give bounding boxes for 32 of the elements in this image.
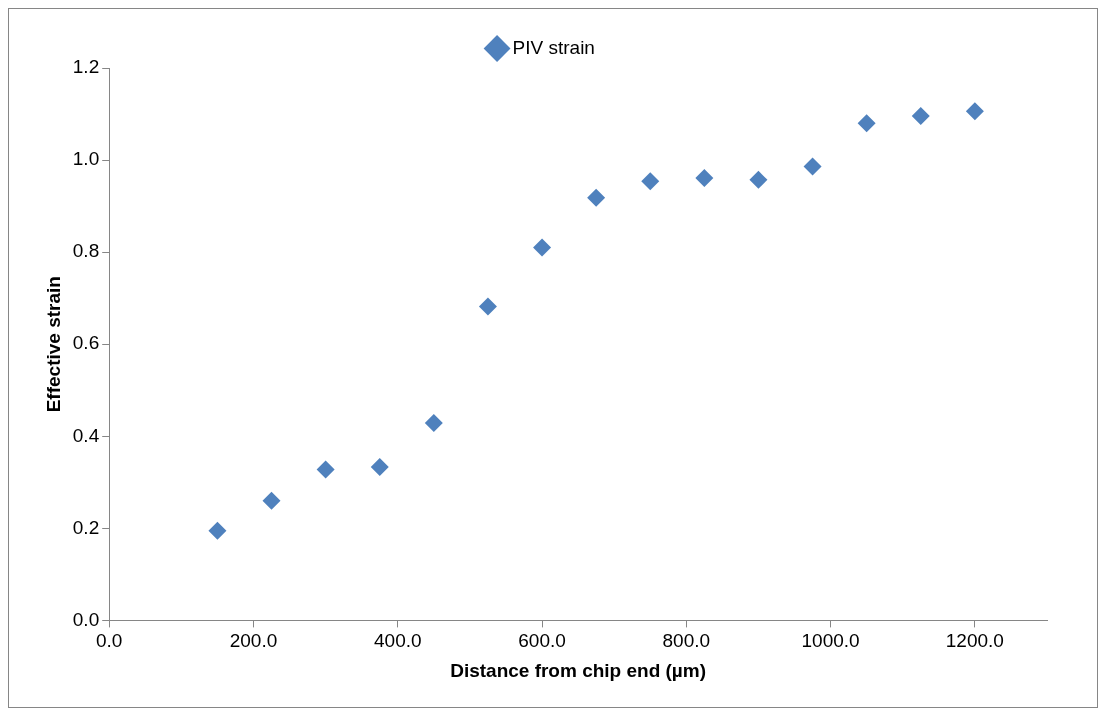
point <box>370 458 389 477</box>
y-tick-label: 1.2 <box>72 56 100 78</box>
x-tick-label: 400.0 <box>373 630 422 652</box>
x-tick-label: 800.0 <box>662 630 711 652</box>
point <box>641 172 660 191</box>
point <box>857 114 876 133</box>
point <box>208 521 227 540</box>
y-tick-label: 0.4 <box>72 424 100 446</box>
point <box>803 157 822 176</box>
point <box>533 238 552 257</box>
point <box>478 297 497 316</box>
x-tick-label: 0.0 <box>96 630 123 652</box>
x-tick-label: 600.0 <box>518 630 566 652</box>
y-tick-label: 0.0 <box>72 608 100 630</box>
y-tick-label: 1.0 <box>72 148 100 170</box>
point <box>262 491 281 510</box>
point <box>587 188 606 207</box>
point <box>424 413 443 432</box>
y-tick-label: 0.2 <box>72 516 100 538</box>
x-tick-label: 1200.0 <box>945 630 1004 652</box>
y-tick-label: 0.8 <box>72 240 100 262</box>
point <box>316 460 335 479</box>
x-tick-label: 1000.0 <box>801 630 860 652</box>
y-tick-label: 0.6 <box>72 332 100 354</box>
x-tick-label: 200.0 <box>229 630 278 652</box>
point <box>749 170 768 189</box>
x-axis-title: Distance from chip end (µm) <box>450 659 707 681</box>
point <box>695 169 714 188</box>
y-axis-title: Effective strain <box>42 276 64 413</box>
point <box>965 102 984 121</box>
point <box>911 106 930 125</box>
legend-label: PIV strain <box>512 36 595 58</box>
